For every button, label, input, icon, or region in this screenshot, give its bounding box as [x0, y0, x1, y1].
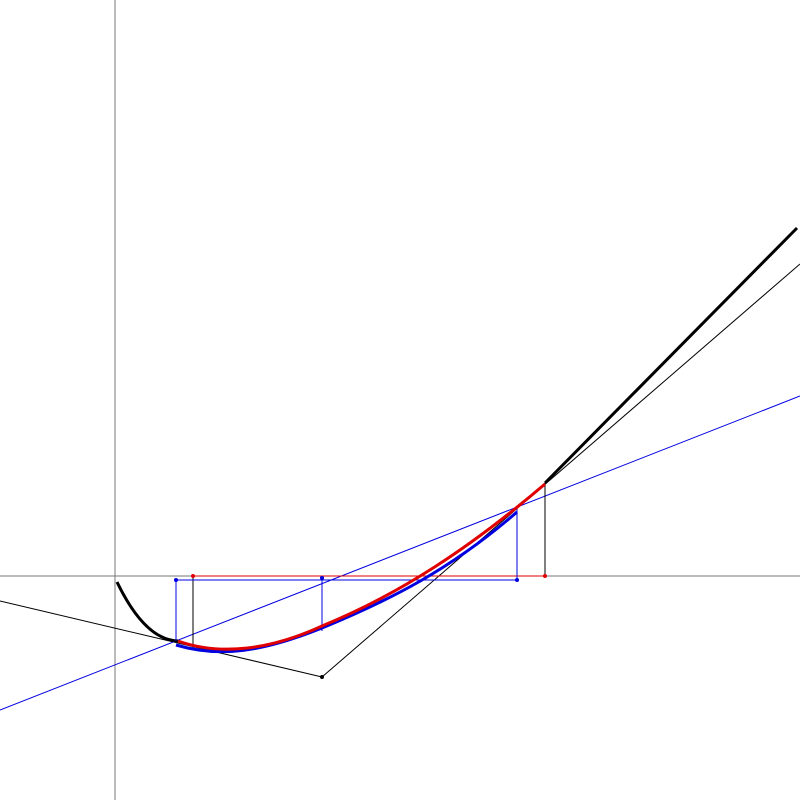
left-tangent-line: [0, 600, 323, 678]
blue-point-right: [515, 578, 519, 582]
control-point: [320, 675, 324, 679]
main-curve: [115, 581, 179, 643]
blue-approximation-curve: [175, 510, 518, 654]
right-tangent-line: [321, 263, 800, 678]
red-point-left: [191, 574, 195, 578]
blue-point-mid: [320, 576, 324, 580]
blue-secant-line: [0, 395, 800, 711]
red-point-right: [543, 574, 547, 578]
main-curve-upper: [543, 226, 799, 485]
red-approximation-curve: [177, 482, 546, 651]
blue-point-left: [174, 578, 178, 582]
